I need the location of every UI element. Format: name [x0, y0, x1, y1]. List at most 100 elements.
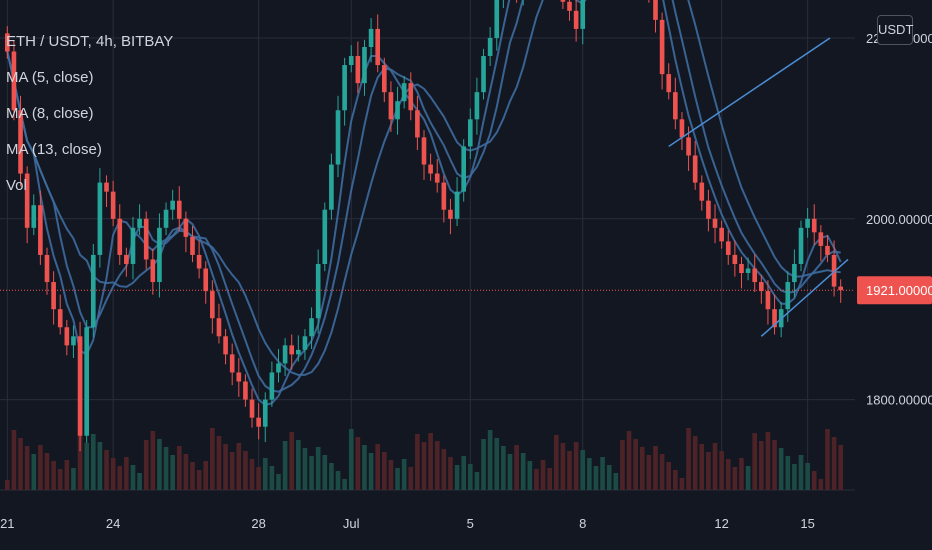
candle-body: [487, 37, 493, 57]
candle-body: [785, 282, 791, 310]
candle-body: [434, 173, 440, 183]
candle-body: [348, 56, 354, 66]
candle-body: [448, 209, 453, 219]
price-axis[interactable]: 2400.0000002200.0000002000.0000001800.00…: [857, 0, 932, 408]
volume-bar: [375, 444, 381, 490]
time-axis[interactable]: 21 24 28 Jul 5 8 12 15: [0, 516, 815, 531]
volume-bar: [501, 446, 506, 490]
candle-body: [653, 0, 658, 20]
candle-body: [51, 282, 56, 310]
candle-body: [176, 200, 182, 219]
volume-bar: [163, 447, 169, 490]
currency-unit-button[interactable]: USDT: [877, 15, 913, 45]
volume-bar: [296, 440, 301, 490]
volume-bar: [216, 436, 222, 490]
candle-body: [57, 309, 63, 328]
candle-body: [150, 259, 156, 283]
volume-bar: [408, 467, 414, 490]
volume-bar: [772, 440, 777, 490]
volume-bar: [110, 458, 116, 490]
candle-body: [408, 83, 414, 111]
candle-body: [567, 1, 572, 11]
volume-bar: [507, 454, 513, 490]
volume-bar: [646, 455, 652, 490]
candle-body: [31, 205, 37, 228]
candle-body: [163, 209, 169, 228]
candle-body: [315, 263, 321, 319]
candle-body: [342, 65, 347, 111]
volume-bar: [382, 452, 387, 490]
volume-bar: [143, 440, 149, 490]
candle-body: [276, 363, 281, 373]
symbol-title[interactable]: ETH / USDT, 4h, BITBAY: [6, 33, 174, 50]
candle-body: [388, 92, 394, 120]
candle-body: [719, 227, 724, 242]
price-tick-label: 1800.000000: [866, 393, 932, 408]
candle-body: [560, 0, 566, 2]
candle-body: [104, 182, 109, 192]
volume-bar: [653, 446, 658, 490]
volume-bar: [342, 479, 347, 490]
volume-bar: [679, 478, 685, 490]
candle-body: [481, 56, 486, 93]
candle-body: [692, 155, 698, 183]
candle-body: [302, 336, 308, 350]
lower-trendline[interactable]: [760, 258, 849, 337]
time-tick-label: 12: [714, 516, 728, 531]
legend-ma8[interactable]: MA (8, close): [6, 105, 94, 122]
candle-body: [190, 236, 195, 255]
candle-body: [249, 399, 255, 418]
time-tick-label: 8: [579, 516, 586, 531]
volume-bar: [77, 435, 83, 490]
volume-bar: [739, 458, 744, 490]
candle-body: [289, 345, 295, 355]
candle-body: [759, 282, 764, 292]
legend-vol[interactable]: Vol: [6, 177, 27, 194]
time-tick-label: 21: [0, 516, 14, 531]
candle-body: [679, 119, 685, 138]
volume-bar: [606, 465, 612, 490]
volume-bar: [547, 468, 552, 490]
volume-bar: [686, 428, 691, 490]
ma13-line[interactable]: [6, 0, 841, 376]
candle-body: [401, 83, 407, 102]
volume-bar: [104, 450, 109, 490]
candle-body: [130, 227, 136, 264]
volume-bar: [712, 443, 718, 490]
volume-bar: [302, 448, 308, 490]
volume-bar: [282, 441, 288, 490]
legend-ma13[interactable]: MA (13, close): [6, 141, 102, 158]
candle-body: [673, 92, 678, 120]
candle-body: [494, 0, 500, 38]
volume-bar: [706, 452, 711, 490]
candle-body: [210, 291, 215, 319]
volume-bar: [44, 453, 50, 490]
candle-body: [282, 345, 288, 364]
volume-bar: [805, 463, 810, 490]
volume-bar: [24, 446, 30, 490]
candle-body: [157, 227, 162, 283]
volume-bar: [368, 453, 374, 490]
volume-bar: [600, 457, 605, 490]
time-tick-label: 15: [800, 516, 814, 531]
candle-body: [329, 164, 334, 210]
candle-body: [811, 218, 817, 233]
trendlines: [668, 37, 849, 337]
volume-bar: [620, 440, 625, 490]
legend-ma5[interactable]: MA (5, close): [6, 69, 94, 86]
candle-body: [474, 92, 480, 120]
volume-bar: [90, 434, 96, 490]
candle-body: [97, 182, 103, 255]
candle-body: [124, 254, 129, 264]
upper-trendline[interactable]: [668, 37, 831, 148]
candle-body: [831, 254, 837, 287]
volume-bar: [719, 451, 724, 490]
candle-body: [355, 56, 361, 84]
candle-body: [752, 268, 758, 283]
candle-body: [699, 182, 705, 201]
candle-body: [262, 399, 268, 427]
candle-body: [441, 182, 447, 210]
volume-bar: [811, 471, 817, 490]
candle-body: [243, 381, 248, 400]
